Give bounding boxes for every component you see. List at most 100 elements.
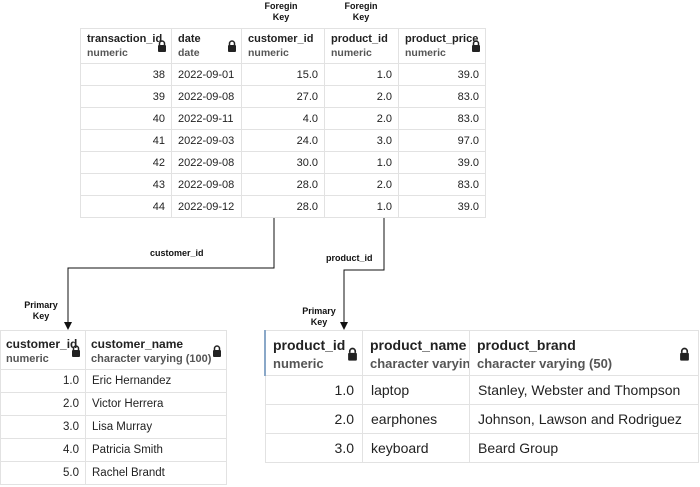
table-cell[interactable]: 39.0 <box>398 151 486 174</box>
table-cell[interactable]: 27.0 <box>241 85 325 108</box>
table-cell[interactable]: 28.0 <box>241 173 325 196</box>
product-relationship-line <box>340 214 385 330</box>
foreign-key-label-product: Foregin Key <box>344 1 378 22</box>
table-cell[interactable]: 2.0 <box>324 107 399 130</box>
table-cell[interactable]: Rachel Brandt <box>85 461 227 485</box>
table-cell[interactable]: 24.0 <box>241 129 325 152</box>
column-header-customer-id[interactable]: customer_id numeric <box>241 28 325 64</box>
table-cell[interactable]: 28.0 <box>241 195 325 218</box>
table-cell[interactable]: 44 <box>80 195 172 218</box>
table-cell[interactable]: 83.0 <box>398 107 486 130</box>
table-cell[interactable]: Eric Hernandez <box>85 369 227 393</box>
table-cell[interactable]: 2.0 <box>264 404 363 434</box>
table-cell[interactable]: 1.0 <box>324 195 399 218</box>
table-row[interactable]: 4.0 Patricia Smith <box>0 438 227 462</box>
table-cell[interactable]: 4.0 <box>0 438 86 462</box>
customers-table: customer_id numeric customer_name charac… <box>0 330 227 485</box>
table-cell[interactable]: 83.0 <box>398 173 486 196</box>
table-cell[interactable]: 15.0 <box>241 63 325 86</box>
lock-icon <box>679 347 690 361</box>
table-cell[interactable]: laptop <box>362 375 470 405</box>
relation-label-customer-id: customer_id <box>150 248 204 258</box>
lock-icon <box>227 40 237 52</box>
table-cell[interactable]: 39.0 <box>398 195 486 218</box>
column-header-product-price[interactable]: product_price numeric <box>398 28 486 64</box>
lock-icon <box>212 345 222 357</box>
table-cell[interactable]: keyboard <box>362 433 470 463</box>
primary-key-label-customers: Primary Key <box>24 300 58 321</box>
table-row[interactable]: 43 2022-09-08 28.0 2.0 83.0 <box>80 173 486 196</box>
table-cell[interactable]: 39.0 <box>398 63 486 86</box>
table-cell[interactable]: 4.0 <box>241 107 325 130</box>
table-row[interactable]: 44 2022-09-12 28.0 1.0 39.0 <box>80 195 486 218</box>
table-cell[interactable]: 43 <box>80 173 172 196</box>
table-row[interactable]: 5.0 Rachel Brandt <box>0 461 227 485</box>
table-cell[interactable]: 2022-09-01 <box>171 63 242 86</box>
lock-icon <box>471 40 481 52</box>
table-cell[interactable]: 1.0 <box>264 375 363 405</box>
column-header-product-id[interactable]: product_id numeric <box>324 28 399 64</box>
column-header-product-id[interactable]: product_id numeric <box>264 330 363 376</box>
table-row[interactable]: 1.0 laptop Stanley, Webster and Thompson <box>264 375 699 405</box>
table-row[interactable]: 2.0 earphones Johnson, Lawson and Rodrig… <box>264 404 699 434</box>
header-row: product_id numeric product_name characte… <box>264 330 699 376</box>
column-header-product-brand[interactable]: product_brand character varying (50) <box>469 330 699 376</box>
table-row[interactable]: 1.0 Eric Hernandez <box>0 369 227 393</box>
table-cell[interactable]: 3.0 <box>0 415 86 439</box>
table-cell[interactable]: Lisa Murray <box>85 415 227 439</box>
relation-label-product-id: product_id <box>326 253 373 263</box>
column-header-customer-name[interactable]: customer_name character varying (100) <box>85 330 227 370</box>
table-cell[interactable]: 2022-09-12 <box>171 195 242 218</box>
table-cell[interactable]: 1.0 <box>324 63 399 86</box>
lock-icon <box>347 347 358 361</box>
table-cell[interactable]: 2022-09-08 <box>171 85 242 108</box>
column-header-date[interactable]: date date <box>171 28 242 64</box>
table-cell[interactable]: 1.0 <box>0 369 86 393</box>
table-row[interactable]: 40 2022-09-11 4.0 2.0 83.0 <box>80 107 486 130</box>
table-row[interactable]: 41 2022-09-03 24.0 3.0 97.0 <box>80 129 486 152</box>
table-row[interactable]: 3.0 keyboard Beard Group <box>264 433 699 463</box>
table-cell[interactable]: 30.0 <box>241 151 325 174</box>
table-cell[interactable]: Patricia Smith <box>85 438 227 462</box>
table-cell[interactable]: 2022-09-08 <box>171 173 242 196</box>
table-cell[interactable]: 2022-09-03 <box>171 129 242 152</box>
table-cell[interactable]: earphones <box>362 404 470 434</box>
table-cell[interactable]: Victor Herrera <box>85 392 227 416</box>
table-cell[interactable]: 2.0 <box>0 392 86 416</box>
table-cell[interactable]: Beard Group <box>469 433 699 463</box>
table-cell[interactable]: 2022-09-08 <box>171 151 242 174</box>
column-header-customer-id[interactable]: customer_id numeric <box>0 330 86 370</box>
customer-relationship-line <box>64 214 275 330</box>
table-cell[interactable]: 3.0 <box>324 129 399 152</box>
table-cell[interactable]: 2.0 <box>324 85 399 108</box>
table-cell[interactable]: 83.0 <box>398 85 486 108</box>
transactions-table: transaction_id numeric date date custome… <box>80 28 486 218</box>
foreign-key-label-customer: Foregin Key <box>264 1 298 22</box>
products-table: product_id numeric product_name characte… <box>264 330 699 463</box>
table-cell[interactable]: Stanley, Webster and Thompson <box>469 375 699 405</box>
table-cell[interactable]: 97.0 <box>398 129 486 152</box>
table-row[interactable]: 39 2022-09-08 27.0 2.0 83.0 <box>80 85 486 108</box>
table-cell[interactable]: 39 <box>80 85 172 108</box>
table-cell[interactable]: Johnson, Lawson and Rodriguez <box>469 404 699 434</box>
table-cell[interactable]: 42 <box>80 151 172 174</box>
table-row[interactable]: 3.0 Lisa Murray <box>0 415 227 439</box>
column-header-transaction-id[interactable]: transaction_id numeric <box>80 28 172 64</box>
table-cell[interactable]: 2022-09-11 <box>171 107 242 130</box>
table-row[interactable]: 42 2022-09-08 30.0 1.0 39.0 <box>80 151 486 174</box>
table-cell[interactable]: 1.0 <box>324 151 399 174</box>
table-cell[interactable]: 40 <box>80 107 172 130</box>
column-header-product-name[interactable]: product_name character varying <box>362 330 470 376</box>
header-row: transaction_id numeric date date custome… <box>80 28 486 64</box>
table-cell[interactable]: 3.0 <box>264 433 363 463</box>
table-cell[interactable]: 41 <box>80 129 172 152</box>
table-row[interactable]: 38 2022-09-01 15.0 1.0 39.0 <box>80 63 486 86</box>
primary-key-label-products: Primary Key <box>302 306 336 327</box>
table-cell[interactable]: 38 <box>80 63 172 86</box>
lock-icon <box>71 345 81 357</box>
table-row[interactable]: 2.0 Victor Herrera <box>0 392 227 416</box>
table-cell[interactable]: 5.0 <box>0 461 86 485</box>
lock-icon <box>157 40 167 52</box>
table-cell[interactable]: 2.0 <box>324 173 399 196</box>
